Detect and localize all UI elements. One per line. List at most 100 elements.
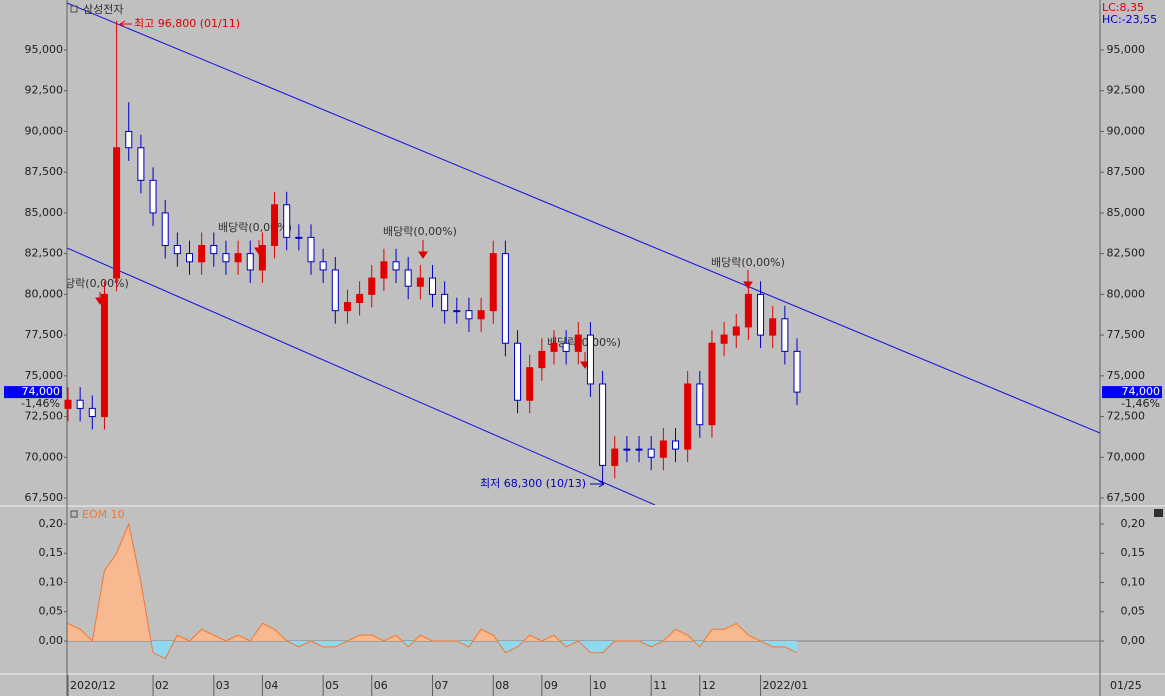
candle-body	[416, 277, 424, 287]
candle-body	[198, 244, 206, 263]
y-tick-label: 77,500	[25, 328, 64, 341]
x-tick-label: 10	[592, 679, 606, 692]
candle-body	[161, 212, 169, 246]
x-tick-label: 2020/12	[70, 679, 116, 692]
trend-line	[67, 247, 656, 505]
candle-body	[538, 350, 546, 369]
candle-body	[550, 342, 558, 352]
candle-body	[186, 253, 193, 263]
price-label: 74,000	[1122, 385, 1161, 398]
change-label: -1,46%	[21, 397, 60, 410]
y-tick-label: 80,000	[25, 287, 64, 300]
x-tick-label: 2022/01	[763, 679, 809, 692]
y-tick-label: 77,500	[1107, 328, 1146, 341]
candle-body	[562, 342, 570, 352]
y-tick-label: 0,10	[39, 575, 64, 588]
x-tick-label: 04	[264, 679, 278, 692]
candle-body	[234, 253, 242, 263]
arrow	[119, 20, 132, 28]
y-tick-label: 80,000	[1107, 287, 1146, 300]
y-tick-label: 75,000	[1107, 369, 1146, 382]
candle-body	[429, 277, 436, 295]
change-label: -1,46%	[1121, 397, 1160, 410]
candle-body	[307, 236, 315, 263]
x-tick-label: 07	[435, 679, 449, 692]
y-tick-label: 0,20	[1121, 517, 1146, 530]
price-box	[4, 386, 62, 399]
y-tick-label: 90,000	[1107, 124, 1146, 137]
icon	[70, 510, 78, 518]
y-tick-label: 0,20	[39, 517, 64, 530]
candle-body	[586, 334, 594, 385]
candle-body	[331, 269, 339, 312]
candle-body	[599, 383, 607, 466]
y-tick-label: 95,000	[1107, 43, 1146, 56]
x-tick-label: 02	[155, 679, 169, 692]
price-box	[1102, 386, 1162, 399]
candle-body	[696, 383, 704, 426]
candle-body	[64, 399, 72, 409]
trend-line	[67, 2, 1100, 434]
dividend-note: 배당락(0,00%)	[547, 336, 621, 349]
x-tick-label: 06	[374, 679, 388, 692]
y-tick-label: 82,500	[25, 247, 64, 260]
close-button[interactable]	[1154, 509, 1163, 517]
price-label: 74,000	[22, 385, 61, 398]
y-tick-label: 0,05	[39, 605, 64, 618]
candle-body	[404, 269, 412, 287]
y-tick-label: 92,500	[25, 84, 64, 97]
dividend-note: 배당락(0,00%)	[218, 221, 292, 234]
candle-body	[149, 179, 157, 214]
y-tick-label: 0,10	[1121, 575, 1146, 588]
candle-body	[708, 342, 716, 426]
candle-body	[246, 253, 254, 271]
candle-body	[113, 147, 121, 279]
candle-body	[392, 261, 400, 271]
candle-body	[684, 383, 692, 450]
y-tick-label: 72,500	[25, 410, 64, 423]
candle-body	[222, 253, 230, 263]
y-tick-label: 67,500	[25, 491, 64, 504]
y-tick-label: 87,500	[1107, 165, 1146, 178]
candle-body	[441, 293, 449, 312]
candle-body	[635, 448, 643, 451]
candle-body	[380, 261, 388, 279]
x-tick-label: 05	[325, 679, 339, 692]
indicator-line	[67, 522, 798, 660]
candle-body	[258, 244, 266, 271]
candle-body	[720, 334, 728, 344]
x-tick-label: 03	[216, 679, 230, 692]
y-tick-label: 0,00	[39, 634, 64, 647]
indicator-title: EOM 10	[82, 508, 125, 521]
date-label: 01/25	[1110, 679, 1142, 692]
hc-label: HC:-23,55	[1102, 13, 1157, 26]
y-tick-label: 87,500	[25, 165, 64, 178]
candle-body	[88, 407, 96, 418]
candle-body	[781, 318, 789, 352]
candle-body	[647, 448, 655, 458]
candle-body	[574, 334, 582, 352]
candle-body	[343, 302, 351, 312]
candle-body	[465, 310, 473, 320]
y-tick-label: 92,500	[1107, 84, 1146, 97]
high-note: 최고 96,800 (01/11)	[134, 17, 240, 30]
candle-body	[356, 293, 364, 304]
candle-body	[477, 310, 485, 320]
y-tick-label: 67,500	[1107, 491, 1146, 504]
y-tick-label: 90,000	[25, 124, 64, 137]
candle-body	[489, 253, 497, 312]
y-tick-label: 70,000	[1107, 450, 1146, 463]
y-tick-label: 0,00	[1121, 634, 1146, 647]
dividend-note: l당락(0,00%)	[62, 277, 129, 290]
candle-body	[76, 399, 84, 409]
dividend-note: 배당락(0,00%)	[711, 256, 785, 269]
x-tick-label: 09	[544, 679, 558, 692]
y-tick-label: 85,000	[25, 206, 64, 219]
y-tick-label: 0,15	[39, 546, 64, 559]
x-tick-label: 12	[702, 679, 716, 692]
candle-body	[210, 244, 218, 255]
y-tick-label: 75,000	[25, 369, 64, 382]
lc-label: LC:8,35	[1102, 1, 1144, 14]
y-tick-label: 0,15	[1121, 546, 1146, 559]
